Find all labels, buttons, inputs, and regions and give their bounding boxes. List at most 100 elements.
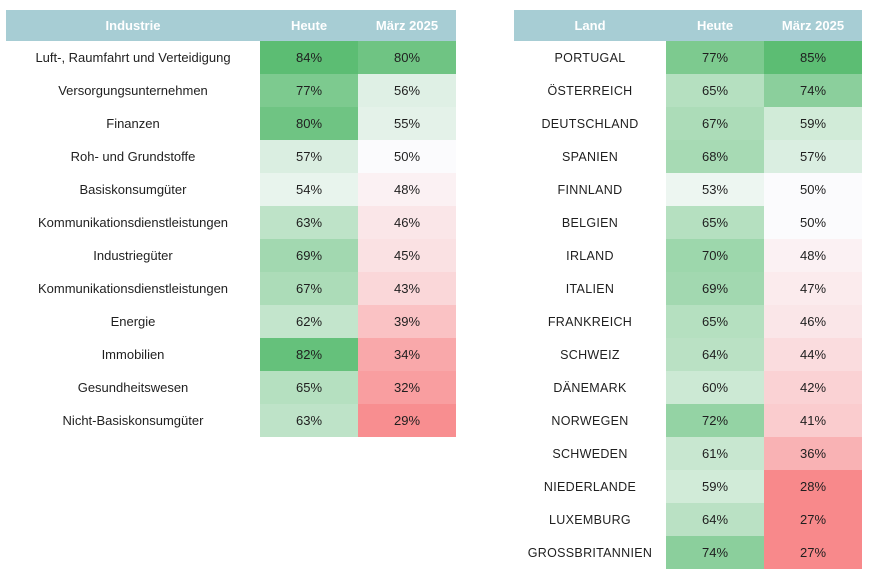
country-row: FRANKREICH 65% 46% [514,305,862,338]
country-today-cell: 77% [666,41,764,74]
country-today-cell: 72% [666,404,764,437]
country-name-cell: BELGIEN [561,215,619,230]
industry-today-cell: 67% [260,272,358,305]
industry-header-today: Heute [290,18,328,33]
industry-table: Industrie Heute März 2025 Luft-, Raumfah… [6,10,456,437]
industry-name-cell: Kommunikationsdienstleistungen [37,215,229,230]
country-today-cell: 53% [666,173,764,206]
country-march-cell: 50% [764,206,862,239]
country-row: DEUTSCHLAND 67% 59% [514,107,862,140]
country-name-cell: ITALIEN [565,281,615,296]
country-header-name: Land [574,18,606,33]
country-table-body: PORTUGAL 77% 85% ÖSTERREICH 65% 74% DEUTSCHLAN… [514,41,862,569]
country-row: LUXEMBURG 64% 27% [514,503,862,536]
industry-march-cell: 39% [358,305,456,338]
country-today-cell: 61% [666,437,764,470]
country-today-cell: 64% [666,338,764,371]
industry-name-cell: Finanzen [106,116,160,131]
industry-name-cell: Immobilien [101,347,165,362]
country-name-cell: NORWEGEN [551,413,629,428]
country-march-cell: 50% [764,173,862,206]
industry-name-cell: Luft-, Raumfahrt und Verteidigung [35,50,231,65]
country-name-cell: PORTUGAL [554,50,626,65]
country-today-cell: 60% [666,371,764,404]
industry-name-cell: Roh- und Grundstoffe [70,149,196,164]
country-today-cell: 65% [666,206,764,239]
country-row: ITALIEN 69% 47% [514,272,862,305]
country-row: ÖSTERREICH 65% 74% [514,74,862,107]
country-march-cell: 28% [764,470,862,503]
industry-today-cell: 65% [260,371,358,404]
country-name-cell: NIEDERLANDE [543,479,637,494]
country-today-cell: 65% [666,74,764,107]
industry-table-body: Luft-, Raumfahrt und Verteidigung 84% 80% V… [6,41,456,437]
country-row: GROSSBRITANNIEN 74% 27% [514,536,862,569]
country-march-cell: 59% [764,107,862,140]
country-today-cell: 65% [666,305,764,338]
industry-header-row: Industrie Heute März 2025 [6,10,456,41]
country-today-cell: 67% [666,107,764,140]
industry-today-cell: 77% [260,74,358,107]
industry-row: Finanzen 80% 55% [6,107,456,140]
industry-march-cell: 55% [358,107,456,140]
country-row: NORWEGEN 72% 41% [514,404,862,437]
country-name-cell: IRLAND [566,248,614,263]
country-row: BELGIEN 65% 50% [514,206,862,239]
country-march-cell: 48% [764,239,862,272]
country-today-cell: 74% [666,536,764,569]
industry-row: Roh- und Grundstoffe 57% 50% [6,140,456,173]
country-march-cell: 36% [764,437,862,470]
country-name-cell: DEUTSCHLAND [541,116,639,131]
industry-march-cell: 48% [358,173,456,206]
country-name-cell: DÄNEMARK [553,380,627,395]
industry-row: Industriegüter 69% 45% [6,239,456,272]
country-row: DÄNEMARK 60% 42% [514,371,862,404]
country-row: IRLAND 70% 48% [514,239,862,272]
industry-name-cell: Basiskonsumgüter [79,182,187,197]
industry-row: Versorgungsunternehmen 77% 56% [6,74,456,107]
country-march-cell: 46% [764,305,862,338]
industry-row: Kommunikationsdienstleistungen 63% 46% [6,206,456,239]
industry-name-cell: Energie [110,314,156,329]
industry-name-cell: Versorgungsunternehmen [58,83,208,98]
industry-march-cell: 32% [358,371,456,404]
country-row: FINNLAND 53% 50% [514,173,862,206]
country-name-cell: SPANIEN [561,149,619,164]
industry-row: Luft-, Raumfahrt und Verteidigung 84% 80% [6,41,456,74]
industry-row: Nicht-Basiskonsumgüter 63% 29% [6,404,456,437]
industry-march-cell: 80% [358,41,456,74]
country-header-today: Heute [696,18,734,33]
industry-header-march: März 2025 [375,18,439,33]
country-name-cell: GROSSBRITANNIEN [527,545,653,560]
industry-today-cell: 57% [260,140,358,173]
country-march-cell: 27% [764,503,862,536]
industry-march-cell: 46% [358,206,456,239]
country-march-cell: 41% [764,404,862,437]
industry-today-cell: 63% [260,404,358,437]
country-march-cell: 47% [764,272,862,305]
country-today-cell: 68% [666,140,764,173]
country-today-cell: 69% [666,272,764,305]
country-name-cell: ÖSTERREICH [547,83,633,98]
country-row: SPANIEN 68% 57% [514,140,862,173]
industry-today-cell: 80% [260,107,358,140]
industry-header-name: Industrie [105,18,161,33]
country-header-row: Land Heute März 2025 [514,10,862,41]
country-march-cell: 74% [764,74,862,107]
country-table: Land Heute März 2025 PORTUGAL 77% 85% ÖSTER… [514,10,862,569]
country-row: PORTUGAL 77% 85% [514,41,862,74]
country-name-cell: SCHWEDEN [552,446,628,461]
country-row: SCHWEIZ 64% 44% [514,338,862,371]
industry-today-cell: 54% [260,173,358,206]
industry-today-cell: 84% [260,41,358,74]
industry-row: Basiskonsumgüter 54% 48% [6,173,456,206]
country-today-cell: 64% [666,503,764,536]
industry-march-cell: 29% [358,404,456,437]
industry-today-cell: 69% [260,239,358,272]
country-march-cell: 85% [764,41,862,74]
country-name-cell: LUXEMBURG [549,512,631,527]
country-march-cell: 57% [764,140,862,173]
industry-name-cell: Nicht-Basiskonsumgüter [62,413,204,428]
country-march-cell: 42% [764,371,862,404]
country-header-march: März 2025 [781,18,845,33]
